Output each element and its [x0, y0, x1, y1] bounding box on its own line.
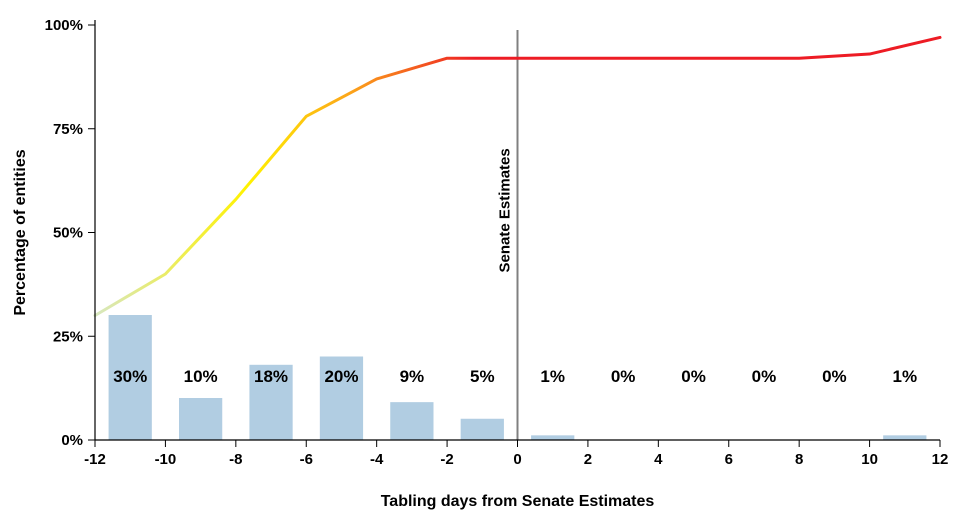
bar-label: 0% [752, 367, 777, 386]
bar-label: 20% [324, 367, 358, 386]
x-tick-label: 6 [725, 451, 733, 468]
bar-label: 0% [611, 367, 636, 386]
bar-label: 0% [681, 367, 706, 386]
x-tick-label: 10 [861, 451, 878, 468]
bar-label: 30% [113, 367, 147, 386]
chart-container: Senate Estimates -12 -10 -8 -6 -4 -2 0 2 4 6 8 10 12 0… [0, 0, 965, 524]
x-tick-label: 0 [513, 451, 521, 468]
x-tick-label: 8 [795, 451, 803, 468]
bar-label: 9% [400, 367, 425, 386]
bar [532, 436, 574, 440]
y-tick-label: 100% [45, 17, 83, 34]
bar-label: 0% [822, 367, 847, 386]
bar [391, 403, 433, 440]
x-tick-label: -12 [84, 451, 106, 468]
bar-label: 1% [540, 367, 565, 386]
x-tick-label: -8 [229, 451, 242, 468]
x-tick-label: 2 [584, 451, 592, 468]
y-tick-label: 0% [61, 432, 83, 449]
bar-label: 5% [470, 367, 495, 386]
bar-label: 10% [184, 367, 218, 386]
y-axis-title: Percentage of entities [12, 149, 29, 315]
x-tick-label: 12 [932, 451, 949, 468]
bar [884, 436, 926, 440]
x-tick-label: -6 [300, 451, 313, 468]
y-tick-label: 75% [53, 121, 83, 138]
x-tick-label: -2 [440, 451, 453, 468]
x-tick-label: -4 [370, 451, 384, 468]
y-tick-label: 50% [53, 225, 83, 242]
y-tick-label: 25% [53, 328, 83, 345]
bar [461, 419, 503, 440]
x-tick-label: 4 [654, 451, 663, 468]
reference-line-label: Senate Estimates [497, 148, 514, 272]
bar-label: 18% [254, 367, 288, 386]
chart-svg: Senate Estimates -12 -10 -8 -6 -4 -2 0 2 4 6 8 10 12 0… [0, 0, 965, 524]
x-axis-title: Tabling days from Senate Estimates [381, 493, 655, 510]
x-tick-label: -10 [155, 451, 177, 468]
bar-label: 1% [893, 367, 918, 386]
bar [180, 399, 222, 441]
